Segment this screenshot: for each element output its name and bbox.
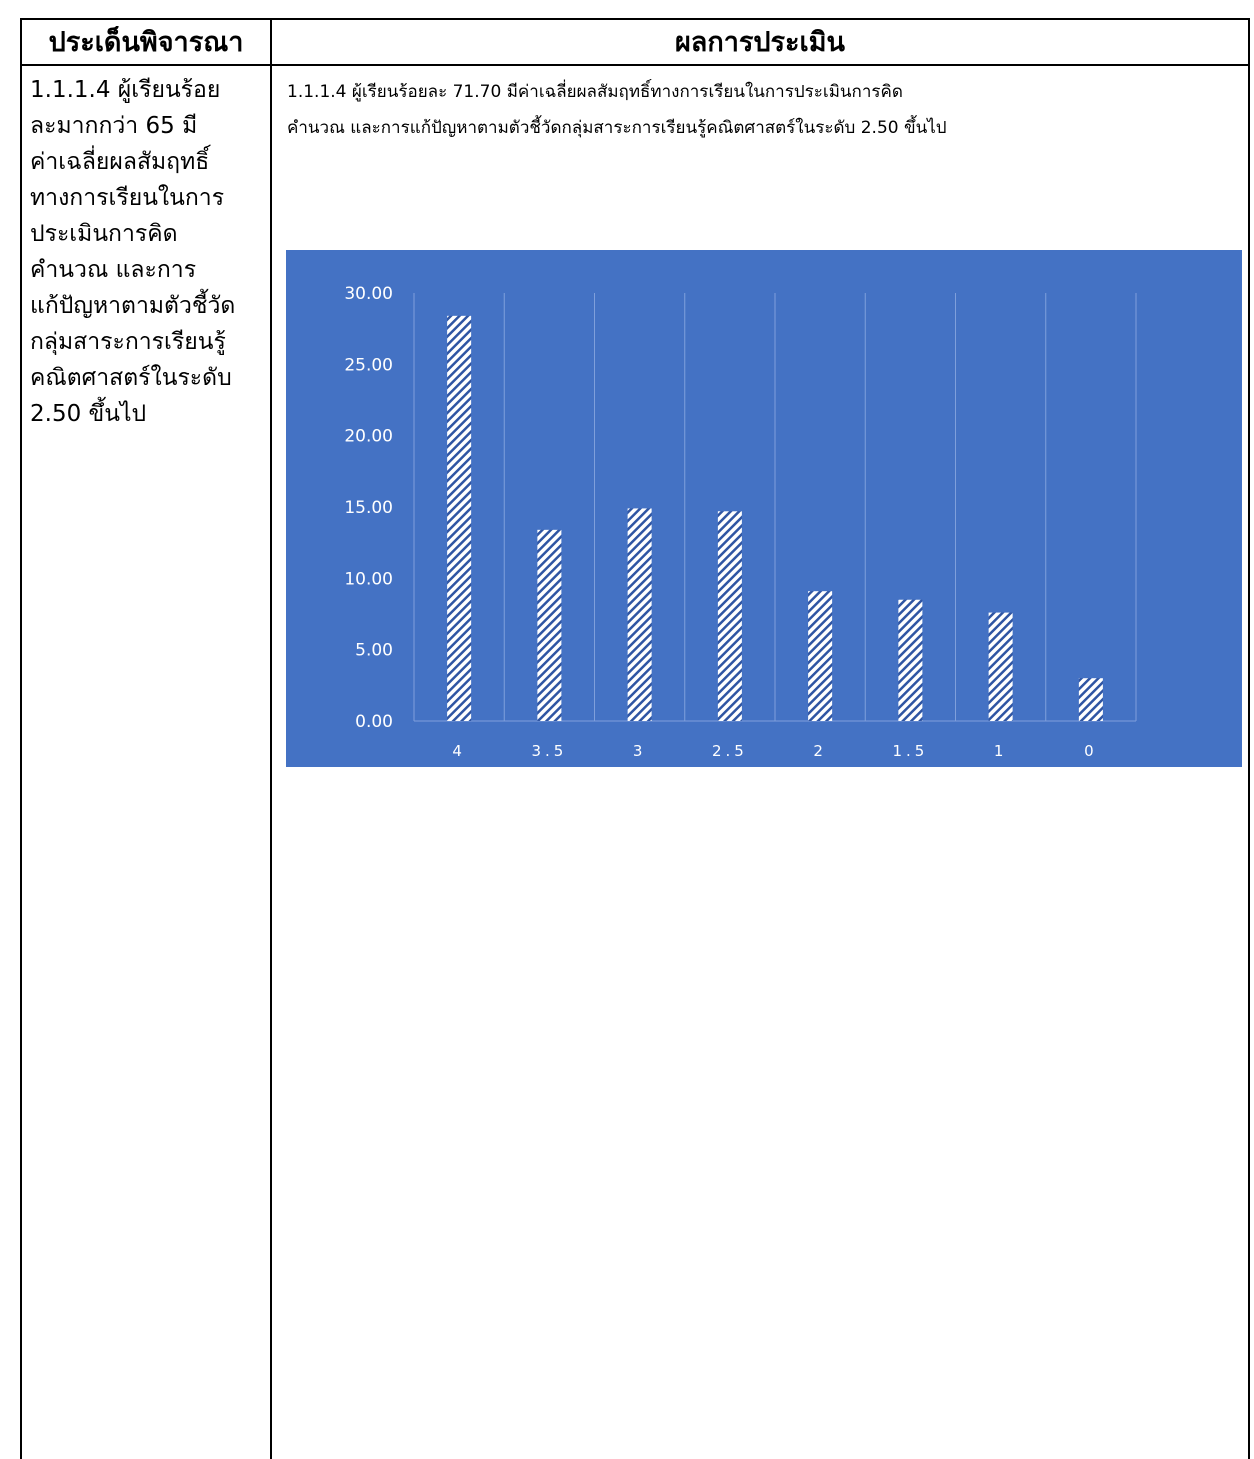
criterion-line: คำนวณ และการ [30, 257, 197, 283]
x-tick-label: 4 [452, 742, 466, 760]
criterion-line: 1.1.1.4 ผู้เรียนร้อย [30, 77, 221, 103]
bar-4 [447, 315, 472, 721]
bar-1.5 [898, 599, 923, 721]
result-line: 1.1.1.4 ผู้เรียนร้อยละ 71.70 มีค่าเฉลี่ย… [287, 82, 903, 102]
result-line: คำนวณ และการแก้ปัญหาตามตัวชี้วัดกลุ่มสาร… [287, 118, 947, 138]
y-tick-label: 30.00 [344, 284, 393, 304]
criterion-line: คณิตศาสตร์ในระดับ [30, 365, 232, 391]
y-tick-label: 15.00 [344, 498, 393, 518]
y-tick-label: 5.00 [355, 641, 393, 661]
criterion-text: 1.1.1.4 ผู้เรียนร้อย ละมากกว่า 65 มี ค่า… [30, 72, 262, 432]
x-tick-label: 3 [633, 742, 647, 760]
result-text: 1.1.1.4 ผู้เรียนร้อยละ 71.70 มีค่าเฉลี่ย… [287, 74, 1247, 146]
bar-2 [808, 591, 833, 721]
x-axis-ticks: 4 3.5 3 2.5 2 1.5 1 0 [452, 742, 1098, 760]
x-tick-label: 1 [994, 742, 1008, 760]
bar-0 [1078, 678, 1103, 721]
criterion-line: ค่าเฉลี่ยผลสัมฤทธิ์ [30, 149, 210, 175]
x-tick-label: 2.5 [712, 742, 748, 760]
header-result: ผลการประเมิน [674, 26, 845, 58]
x-tick-label: 0 [1084, 742, 1098, 760]
x-tick-label: 2 [813, 742, 827, 760]
criterion-line: แก้ปัญหาตามตัวชี้วัด [30, 293, 236, 319]
y-axis-ticks: 0.00 5.00 10.00 15.00 20.00 25.00 30.00 [344, 284, 393, 732]
column-divider [270, 18, 272, 1459]
header-criterion: ประเด็นพิจารณา [48, 26, 244, 58]
criterion-line: ทางการเรียนในการ [30, 185, 225, 211]
x-tick-label: 3.5 [531, 742, 567, 760]
bar-3.5 [537, 529, 562, 721]
gridlines [413, 293, 1137, 722]
y-tick-label: 20.00 [344, 427, 393, 447]
score-distribution-chart: 0.00 5.00 10.00 15.00 20.00 25.00 30.00 4 3.5 3 2… [286, 250, 1242, 767]
y-tick-label: 10.00 [344, 569, 393, 589]
criterion-line: ละมากกว่า 65 มี [30, 113, 198, 139]
header-divider [20, 64, 1250, 66]
bar-3 [627, 508, 652, 721]
bar-2.5 [717, 511, 742, 721]
bar-1 [988, 612, 1013, 721]
criterion-line: 2.50 ขึ้นไป [30, 401, 147, 427]
criterion-line: ประเมินการคิด [30, 221, 178, 247]
criterion-line: กลุ่มสาระการเรียนรู้ [30, 329, 226, 355]
assessment-table [20, 18, 1250, 1459]
bars [447, 315, 1103, 721]
x-tick-label: 1.5 [892, 742, 928, 760]
y-tick-label: 0.00 [355, 712, 393, 732]
y-tick-label: 25.00 [344, 355, 393, 375]
